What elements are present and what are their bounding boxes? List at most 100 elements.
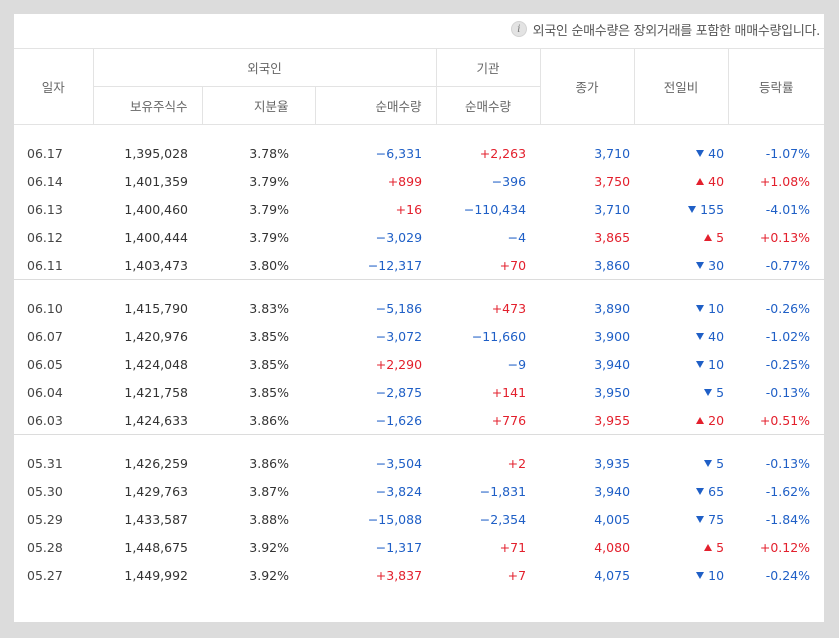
date-cell: 05.29 xyxy=(27,511,63,527)
table-row: 05.31 1,426,259 3.86% −3,504 +2 3,935 5 -0.13% xyxy=(14,449,824,477)
inst-net-cell: +473 xyxy=(491,300,527,316)
share-ratio-cell: 3.92% xyxy=(249,539,289,555)
change-cell: 40 xyxy=(634,139,728,167)
inst-net-cell: +2,263 xyxy=(479,145,527,161)
date-cell: 06.11 xyxy=(27,257,63,273)
table-row: 06.03 1,424,633 3.86% −1,626 +776 3,955 20 +0.5… xyxy=(14,406,824,435)
share-ratio-cell: 3.86% xyxy=(249,412,289,428)
holdings-cell: 1,403,473 xyxy=(124,257,188,273)
change-cell: 5 xyxy=(634,449,728,477)
table-row: 06.11 1,403,473 3.80% −12,317 +70 3,860 30 -0.7… xyxy=(14,251,824,280)
holdings-cell: 1,420,976 xyxy=(124,328,188,344)
rate-cell: +1.08% xyxy=(759,173,811,189)
date-cell: 05.28 xyxy=(27,539,63,555)
share-ratio-cell: 3.83% xyxy=(249,300,289,316)
share-ratio-cell: 3.78% xyxy=(249,145,289,161)
triangle-down-icon xyxy=(688,205,697,213)
rate-cell: -0.13% xyxy=(765,384,811,400)
header-change: 전일비 xyxy=(633,48,729,125)
share-ratio-cell: 3.87% xyxy=(249,483,289,499)
share-ratio-cell: 3.88% xyxy=(249,511,289,527)
holdings-cell: 1,449,992 xyxy=(124,567,188,583)
foreign-net-cell: −3,824 xyxy=(375,483,423,499)
group-divider xyxy=(14,279,825,280)
close-cell: 3,890 xyxy=(594,300,631,316)
rate-cell: -4.01% xyxy=(765,201,811,217)
foreign-net-cell: −3,504 xyxy=(375,455,423,471)
triangle-down-icon xyxy=(696,332,705,340)
change-value: 5 xyxy=(716,229,725,245)
table-row: 06.05 1,424,048 3.85% +2,290 −9 3,940 10 -0.25% xyxy=(14,350,824,378)
close-cell: 3,710 xyxy=(594,145,631,161)
foreign-net-cell: −6,331 xyxy=(375,145,423,161)
change-value: 30 xyxy=(708,257,725,273)
triangle-down-icon xyxy=(696,487,705,495)
header-date: 일자 xyxy=(14,48,93,125)
info-icon[interactable]: i xyxy=(510,21,527,37)
change-cell: 40 xyxy=(634,322,728,350)
holdings-cell: 1,426,259 xyxy=(124,455,188,471)
table-row: 05.29 1,433,587 3.88% −15,088 −2,354 4,005 75 -… xyxy=(14,505,824,533)
close-cell: 3,950 xyxy=(594,384,631,400)
spacer-cell xyxy=(14,125,824,140)
holdings-cell: 1,429,763 xyxy=(124,483,188,499)
inst-net-cell: +776 xyxy=(491,412,527,428)
inst-net-cell: −11,660 xyxy=(471,328,527,344)
change-value: 5 xyxy=(716,455,725,471)
date-cell: 06.04 xyxy=(27,384,63,400)
rate-cell: +0.12% xyxy=(759,539,811,555)
change-cell: 5 xyxy=(634,223,728,251)
share-ratio-cell: 3.79% xyxy=(249,229,289,245)
table-row: 06.13 1,400,460 3.79% +16 −110,434 3,710 155 -4… xyxy=(14,195,824,223)
holdings-cell: 1,400,444 xyxy=(124,229,188,245)
table-row: 05.27 1,449,992 3.92% +3,837 +7 4,075 10 -0.24% xyxy=(14,561,824,589)
foreign-net-cell: −15,088 xyxy=(367,511,423,527)
foreign-net-cell: +16 xyxy=(395,201,423,217)
foreign-institution-trading-panel: i 외국인 순매수량은 장외거래를 포함한 매매수량입니다. 일자 외국인 기관… xyxy=(14,14,825,622)
trading-table: 일자 외국인 기관 종가 전일비 등락률 보유주식수 지분율 순매수량 순매수량… xyxy=(14,48,825,589)
foreign-net-cell: −2,875 xyxy=(375,384,423,400)
inst-net-cell: −110,434 xyxy=(463,201,527,217)
spacer-cell xyxy=(14,280,824,294)
divider-cell xyxy=(14,434,825,435)
inst-net-cell: +71 xyxy=(499,539,527,555)
rate-cell: +0.51% xyxy=(759,412,811,428)
change-value: 65 xyxy=(708,483,725,499)
table-row: 05.30 1,429,763 3.87% −3,824 −1,831 3,940 65 -1… xyxy=(14,477,824,505)
change-value: 40 xyxy=(708,145,725,161)
header-rate: 등락률 xyxy=(727,48,825,125)
share-ratio-cell: 3.85% xyxy=(249,356,289,372)
triangle-up-icon xyxy=(696,416,705,424)
header-close: 종가 xyxy=(539,48,635,125)
rate-cell: +0.13% xyxy=(759,229,811,245)
triangle-up-icon xyxy=(704,543,713,551)
triangle-down-icon xyxy=(696,571,705,579)
change-cell: 10 xyxy=(634,294,728,322)
triangle-up-icon xyxy=(696,177,705,185)
change-value: 40 xyxy=(708,328,725,344)
close-cell: 4,005 xyxy=(594,511,631,527)
date-cell: 06.12 xyxy=(27,229,63,245)
close-cell: 3,955 xyxy=(594,412,631,428)
change-value: 5 xyxy=(716,539,725,555)
date-cell: 06.14 xyxy=(27,173,63,189)
triangle-down-icon xyxy=(696,304,705,312)
foreign-net-cell: −5,186 xyxy=(375,300,423,316)
spacer-cell xyxy=(14,435,824,449)
close-cell: 3,900 xyxy=(594,328,631,344)
close-cell: 3,935 xyxy=(594,455,631,471)
rate-cell: -1.02% xyxy=(765,328,811,344)
triangle-down-icon xyxy=(696,149,705,157)
change-cell: 10 xyxy=(634,561,728,589)
header-share-ratio: 지분율 xyxy=(201,86,315,125)
change-cell: 10 xyxy=(634,350,728,378)
date-cell: 05.27 xyxy=(27,567,63,583)
triangle-down-icon xyxy=(704,388,713,396)
date-cell: 06.05 xyxy=(27,356,63,372)
date-cell: 06.07 xyxy=(27,328,63,344)
share-ratio-cell: 3.85% xyxy=(249,384,289,400)
table-row: 06.07 1,420,976 3.85% −3,072 −11,660 3,900 40 -… xyxy=(14,322,824,350)
change-value: 10 xyxy=(708,356,725,372)
close-cell: 3,940 xyxy=(594,356,631,372)
date-cell: 06.17 xyxy=(27,145,63,161)
